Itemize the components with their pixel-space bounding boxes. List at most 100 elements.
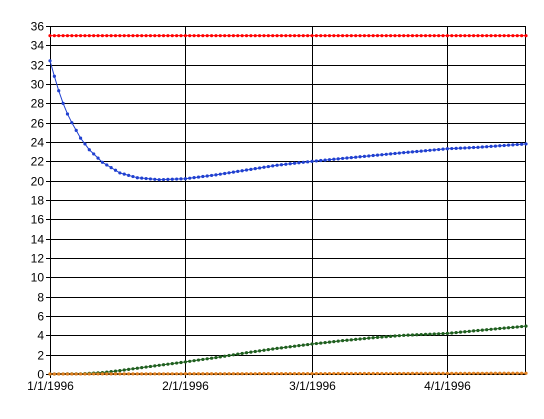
data-point: [87, 34, 91, 38]
data-point: [441, 34, 445, 38]
data-point: [502, 34, 506, 38]
data-point: [96, 372, 100, 376]
y-tick-label: 22: [31, 155, 45, 169]
data-point: [354, 371, 358, 376]
data-point: [323, 340, 327, 345]
data-point: [389, 34, 393, 38]
data-point: [485, 371, 489, 375]
data-point: [122, 372, 126, 376]
data-point: [428, 371, 432, 375]
data-point: [493, 144, 498, 148]
data-point: [175, 372, 179, 376]
y-tick-label: 32: [31, 59, 45, 73]
data-point: [196, 372, 201, 376]
data-point: [214, 34, 218, 38]
data-point: [201, 34, 205, 38]
data-point: [240, 169, 244, 173]
data-point: [340, 371, 345, 376]
data-point: [306, 371, 310, 376]
data-point: [214, 372, 218, 376]
data-point: [454, 330, 458, 335]
data-point: [506, 143, 511, 147]
data-point: [122, 172, 126, 176]
data-point: [301, 343, 305, 347]
data-point: [170, 362, 174, 366]
data-point: [223, 34, 227, 38]
data-point: [301, 371, 305, 376]
data-point: [437, 332, 441, 336]
data-point: [218, 172, 222, 176]
data-point: [144, 365, 148, 369]
data-point: [83, 34, 87, 38]
data-point: [83, 372, 87, 376]
data-point: [275, 372, 279, 376]
data-point: [218, 355, 222, 359]
data-point: [249, 372, 253, 376]
data-point: [122, 368, 126, 372]
data-point: [454, 146, 458, 150]
data-point: [48, 59, 52, 63]
data-point: [52, 74, 56, 78]
data-point: [406, 371, 410, 376]
data-point: [310, 342, 314, 346]
data-point: [209, 372, 214, 376]
data-point: [127, 367, 131, 372]
y-tick-label: 10: [31, 271, 45, 285]
data-point: [437, 147, 441, 152]
data-point: [489, 34, 493, 38]
data-point: [406, 333, 410, 337]
data-point: [161, 177, 166, 182]
data-point: [140, 34, 144, 38]
data-point: [349, 156, 353, 160]
data-point: [428, 34, 432, 38]
data-point: [450, 371, 454, 375]
data-point: [402, 34, 406, 38]
data-point: [118, 372, 122, 376]
data-point: [196, 175, 201, 179]
data-point: [271, 164, 275, 168]
data-point: [314, 159, 318, 163]
data-point: [157, 34, 161, 38]
data-point: [57, 372, 61, 376]
data-point: [266, 348, 270, 352]
data-point: [454, 34, 458, 38]
series-3: [48, 324, 528, 376]
data-point: [240, 34, 244, 38]
data-point: [288, 34, 292, 38]
data-point: [423, 34, 428, 38]
data-point: [292, 344, 297, 348]
grid-lines: [50, 26, 526, 375]
series-1: [48, 34, 528, 38]
data-point: [262, 348, 266, 352]
data-point: [279, 346, 284, 350]
data-point: [358, 371, 362, 376]
data-point: [92, 372, 96, 376]
data-point: [284, 372, 288, 376]
data-point: [441, 371, 445, 375]
data-point: [467, 371, 471, 375]
data-point: [524, 324, 528, 328]
data-point: [336, 371, 340, 376]
data-point: [227, 34, 231, 38]
data-point: [201, 372, 205, 376]
data-point: [393, 34, 397, 38]
axes: [46, 26, 526, 378]
data-point: [506, 34, 511, 38]
data-point: [262, 165, 266, 169]
data-point: [292, 34, 297, 38]
data-point: [354, 155, 358, 159]
data-point: [375, 371, 380, 376]
data-point: [345, 156, 349, 160]
data-point: [319, 158, 323, 163]
data-point: [393, 334, 397, 338]
data-point: [166, 362, 170, 366]
data-point: [157, 372, 161, 376]
data-point: [306, 342, 310, 347]
data-point: [319, 371, 323, 376]
data-point: [393, 371, 397, 376]
data-point: [362, 371, 367, 376]
data-point: [515, 34, 519, 38]
data-point: [441, 331, 445, 336]
data-point: [188, 34, 192, 38]
